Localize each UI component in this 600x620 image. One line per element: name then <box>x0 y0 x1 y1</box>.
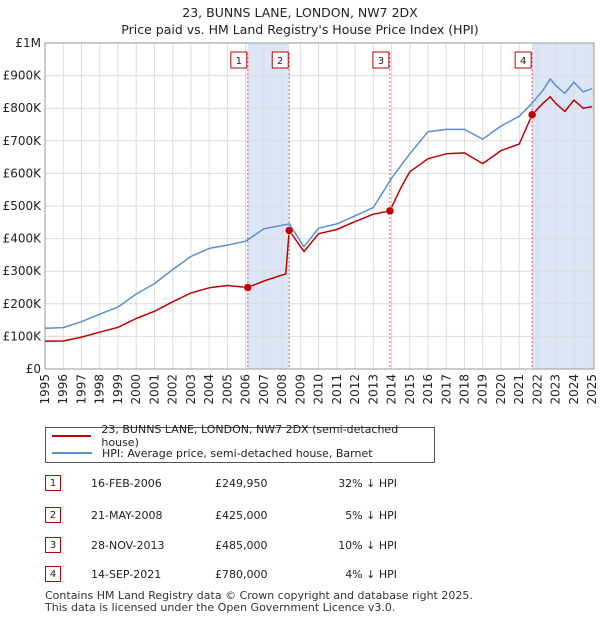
sale-date: 28-NOV-2013 <box>91 538 165 552</box>
x-tick-label: 2021 <box>512 374 526 405</box>
table-row: 4 14-SEP-2021 £780,000 4% ↓ HPI <box>45 564 397 584</box>
legend-swatch-price <box>52 435 92 437</box>
sale-price: £780,000 <box>215 567 268 581</box>
x-tick-label: 2024 <box>567 374 581 405</box>
sale-price: £249,950 <box>215 476 268 490</box>
title-line-1: 23, BUNNS LANE, LONDON, NW7 2DX <box>182 5 418 20</box>
y-tick-label: £100K <box>3 329 43 343</box>
legend-swatch-hpi <box>52 452 92 454</box>
x-tick-label: 2009 <box>293 374 307 405</box>
x-tick-label: 2005 <box>220 374 234 405</box>
chart-title: 23, BUNNS LANE, LONDON, NW7 2DX Price pa… <box>0 4 600 38</box>
sale-price: £425,000 <box>215 508 268 522</box>
x-tick-label: 2018 <box>458 374 472 405</box>
sale-point <box>243 283 253 292</box>
x-tick-label: 2007 <box>257 374 271 405</box>
y-tick-label: £500K <box>3 199 43 213</box>
legend: 23, BUNNS LANE, LONDON, NW7 2DX (semi-de… <box>45 423 435 463</box>
legend-item-hpi: HPI: Average price, semi-detached house,… <box>52 445 373 461</box>
x-tick-label: 2019 <box>476 374 490 405</box>
sale-hpi-diff: 32% ↓ HPI <box>338 476 397 490</box>
y-tick-label: £600K <box>3 166 43 180</box>
x-tick-label: 2004 <box>202 374 216 405</box>
table-row: 3 28-NOV-2013 £485,000 10% ↓ HPI <box>45 535 397 555</box>
x-tick-label: 1995 <box>38 374 52 405</box>
footer-copyright: Contains HM Land Registry data © Crown c… <box>45 589 473 602</box>
sale-number-badge: 1 <box>45 475 61 491</box>
sale-date: 16-FEB-2006 <box>91 476 162 490</box>
x-tick-label: 2008 <box>275 374 289 405</box>
y-tick-label: £800K <box>3 101 43 115</box>
x-tick-label: 2015 <box>403 374 417 405</box>
x-tick-label: 2014 <box>385 374 399 405</box>
x-tick-label: 2012 <box>348 374 362 405</box>
sale-number-badge: 2 <box>45 507 61 523</box>
sale-point <box>385 206 395 216</box>
table-row: 2 21-MAY-2008 £425,000 5% ↓ HPI <box>45 505 397 525</box>
price-paid-line <box>44 96 593 343</box>
sale-hpi-diff: 10% ↓ HPI <box>338 538 397 552</box>
x-tick-label: 2000 <box>129 374 143 405</box>
sale-number-label: 2 <box>277 56 283 67</box>
x-tick-label: 2010 <box>312 374 326 405</box>
x-tick-label: 2020 <box>494 374 508 405</box>
x-tick-label: 2006 <box>239 374 253 405</box>
x-tick-label: 2017 <box>439 374 453 405</box>
sale-price: £485,000 <box>215 538 268 552</box>
x-tick-label: 2011 <box>330 374 344 405</box>
x-tick-label: 2023 <box>549 374 563 405</box>
y-tick-label: £900K <box>3 69 43 83</box>
y-tick-label: £200K <box>3 297 43 311</box>
sale-number-badge: 4 <box>45 566 61 582</box>
sale-date: 14-SEP-2021 <box>91 567 162 581</box>
x-tick-label: 2022 <box>530 374 544 405</box>
legend-item-price: 23, BUNNS LANE, LONDON, NW7 2DX (semi-de… <box>52 423 434 449</box>
legend-label-hpi: HPI: Average price, semi-detached house,… <box>102 446 373 460</box>
sale-number-box <box>271 51 289 69</box>
sale-number-box <box>230 51 248 69</box>
sale-number-box <box>514 51 532 69</box>
x-tick-label: 2016 <box>421 374 435 405</box>
sale-number-label: 4 <box>520 56 526 67</box>
x-tick-label: 1999 <box>111 374 125 405</box>
x-tick-label: 2002 <box>166 374 180 405</box>
sale-number-box <box>372 51 390 69</box>
footer: Contains HM Land Registry data © Crown c… <box>45 590 473 614</box>
legend-label-price: 23, BUNNS LANE, LONDON, NW7 2DX (semi-de… <box>101 423 399 449</box>
plot-frame <box>44 42 595 370</box>
sale-number-badge: 3 <box>45 537 61 553</box>
x-tick-label: 1997 <box>74 374 88 405</box>
sale-number-label: 1 <box>236 56 242 67</box>
y-tick-label: £700K <box>3 134 43 148</box>
sale-point <box>527 110 537 119</box>
sale-hpi-diff: 5% ↓ HPI <box>345 508 397 522</box>
footer-licence: This data is licensed under the Open Gov… <box>45 601 396 614</box>
x-tick-label: 2003 <box>184 374 198 405</box>
sale-hpi-diff: 4% ↓ HPI <box>345 567 397 581</box>
y-tick-label: £400K <box>3 232 43 246</box>
x-tick-label: 2001 <box>147 374 161 405</box>
x-tick-label: 1998 <box>93 374 107 405</box>
table-row: 1 16-FEB-2006 £249,950 32% ↓ HPI <box>45 473 397 493</box>
x-tick-label: 1996 <box>56 374 70 405</box>
y-tick-label: £0 <box>26 362 41 376</box>
hpi-line <box>44 78 593 330</box>
x-tick-label: 2025 <box>585 374 599 405</box>
sale-number-label: 3 <box>378 56 384 67</box>
y-tick-label: £300K <box>3 264 43 278</box>
x-tick-label: 2013 <box>366 374 380 405</box>
price-chart: 1 2 3 4 £0 £100K £200K £300K £400K £500K £600K £70… <box>3 36 600 405</box>
sale-point <box>284 226 294 235</box>
title-line-2: Price paid vs. HM Land Registry's House … <box>121 22 479 37</box>
sale-date: 21-MAY-2008 <box>91 508 163 522</box>
y-tick-label: £1M <box>15 36 41 50</box>
